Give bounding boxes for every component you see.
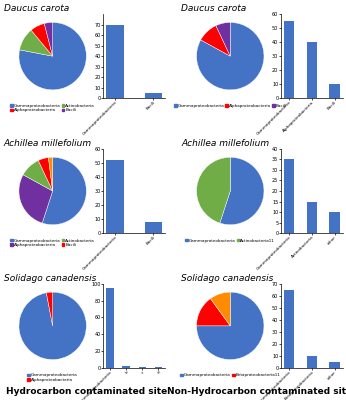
Bar [145, 222, 162, 233]
Bar [307, 202, 317, 233]
Legend: Gammaproteobacteria, Alphaproteobacteria, Actinobacteria, Bacili: Gammaproteobacteria, Alphaproteobacteria… [10, 238, 95, 247]
Wedge shape [31, 24, 53, 56]
Bar [307, 356, 317, 368]
Legend: Gammaproteobacteria, Alphaproteobacteria, Bacili: Gammaproteobacteria, Alphaproteobacteria… [174, 104, 286, 108]
Bar [106, 24, 124, 98]
Wedge shape [197, 292, 264, 360]
Bar [329, 84, 340, 98]
Wedge shape [19, 175, 53, 223]
Wedge shape [44, 22, 53, 56]
Bar [139, 367, 146, 368]
Text: Daucus carota: Daucus carota [181, 4, 247, 13]
Bar [284, 159, 294, 233]
Text: Solidago canadensis: Solidago canadensis [181, 274, 274, 283]
Wedge shape [210, 292, 230, 326]
Bar [145, 93, 162, 98]
Text: Solidago canadensis: Solidago canadensis [4, 274, 96, 283]
Bar [122, 366, 130, 368]
Bar [106, 288, 113, 368]
Text: Achillea millefolium: Achillea millefolium [181, 139, 270, 148]
Wedge shape [42, 157, 86, 225]
Wedge shape [19, 22, 86, 90]
Text: Achillea millefolium: Achillea millefolium [4, 139, 92, 148]
Wedge shape [19, 30, 53, 56]
Wedge shape [201, 26, 230, 56]
Legend: Gammaproteobacteria, Alphaproteobacteria: Gammaproteobacteria, Alphaproteobacteria [27, 374, 78, 382]
Wedge shape [38, 158, 53, 191]
Legend: Gammaproteobacteria, Betaproteobacteria11: Gammaproteobacteria, Betaproteobacteria1… [180, 374, 280, 378]
Wedge shape [197, 298, 230, 326]
Bar [329, 212, 340, 233]
Bar [284, 21, 294, 98]
Wedge shape [197, 157, 230, 223]
Wedge shape [46, 292, 53, 326]
Text: Hydrocarbon contaminated site: Hydrocarbon contaminated site [6, 387, 167, 396]
Wedge shape [197, 22, 264, 90]
Wedge shape [220, 157, 264, 225]
Text: Non-Hydrocarbon contaminated site: Non-Hydrocarbon contaminated site [167, 387, 346, 396]
Bar [284, 290, 294, 368]
Text: Daucus carota: Daucus carota [4, 4, 69, 13]
Wedge shape [216, 22, 230, 56]
Legend: Gammaproteobacteria, Alphaproteobacteria, Actinobacteria, Bacili: Gammaproteobacteria, Alphaproteobacteria… [10, 104, 95, 112]
Wedge shape [48, 157, 53, 191]
Wedge shape [23, 160, 53, 191]
Bar [329, 362, 340, 368]
Bar [307, 42, 317, 98]
Wedge shape [19, 292, 86, 360]
Bar [155, 367, 162, 368]
Bar [106, 160, 124, 233]
Legend: Gammaproteobacteria, Actinobacteria11: Gammaproteobacteria, Actinobacteria11 [185, 238, 275, 242]
